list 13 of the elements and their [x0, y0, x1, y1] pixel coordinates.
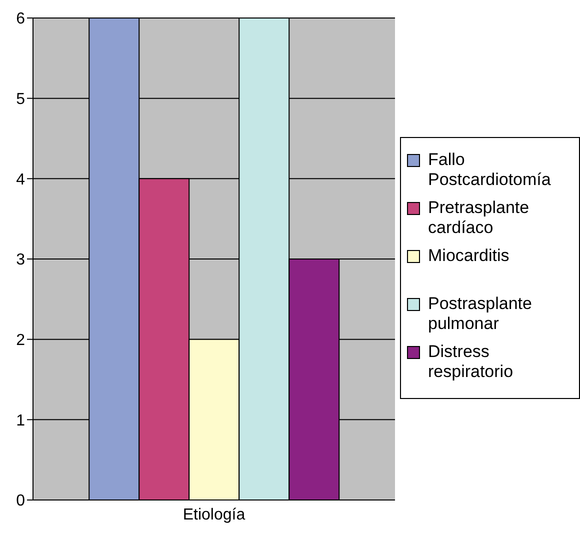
legend-label: Distress respiratorio [428, 342, 514, 382]
y-tick-label: 2 [16, 332, 26, 350]
legend-label: Miocarditis [428, 246, 510, 266]
legend-label: Postrasplante pulmonar [428, 294, 533, 334]
x-tick-label: Etiología [182, 506, 246, 524]
legend-label: Pretrasplante cardíaco [428, 198, 530, 238]
y-tick-label: 6 [16, 10, 26, 28]
y-tick-label: 0 [16, 492, 26, 510]
y-tick-label: 4 [16, 171, 26, 188]
y-tick-label: 3 [16, 252, 26, 269]
y-tick-label: 1 [16, 412, 26, 430]
legend-label: Fallo Postcardiotomía [428, 150, 552, 190]
y-tick-label: 5 [16, 91, 26, 108]
